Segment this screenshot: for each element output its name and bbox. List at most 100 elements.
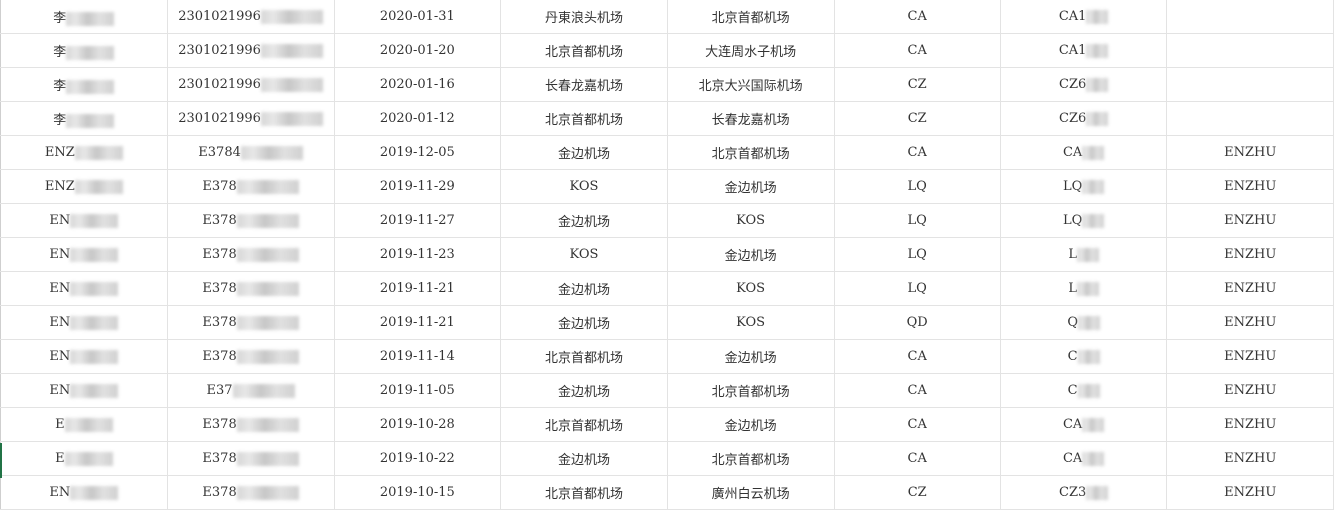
passenger-tag-cell[interactable]: ENZHU: [1166, 135, 1334, 170]
name-cell[interactable]: EN: [0, 475, 168, 510]
airline-cell[interactable]: LQ: [833, 169, 1001, 204]
departure-cell[interactable]: 金边机场: [500, 441, 668, 476]
name-cell[interactable]: E: [0, 407, 168, 442]
date-cell[interactable]: 2020-01-12: [333, 101, 502, 136]
flight-number-cell[interactable]: CZ6: [999, 101, 1168, 136]
airline-cell[interactable]: CZ: [833, 67, 1001, 102]
departure-cell[interactable]: 金边机场: [500, 305, 668, 340]
date-cell[interactable]: 2019-11-29: [333, 169, 502, 204]
passenger-tag-cell[interactable]: ENZHU: [1166, 441, 1334, 476]
passenger-tag-cell[interactable]: [1166, 33, 1334, 68]
flight-number-cell[interactable]: CA: [999, 407, 1168, 442]
name-cell[interactable]: 李: [0, 67, 168, 102]
arrival-cell[interactable]: 金边机场: [666, 237, 835, 272]
arrival-cell[interactable]: 廣州白云机场: [666, 475, 835, 510]
departure-cell[interactable]: 北京首都机场: [500, 339, 668, 374]
airline-cell[interactable]: CA: [833, 135, 1001, 170]
arrival-cell[interactable]: KOS: [666, 271, 835, 306]
flight-number-cell[interactable]: Q: [999, 305, 1168, 340]
arrival-cell[interactable]: KOS: [666, 203, 835, 238]
departure-cell[interactable]: 北京首都机场: [500, 33, 668, 68]
date-cell[interactable]: 2019-11-21: [333, 271, 502, 306]
arrival-cell[interactable]: 长春龙嘉机场: [666, 101, 835, 136]
departure-cell[interactable]: 金边机场: [500, 135, 668, 170]
airline-cell[interactable]: LQ: [833, 237, 1001, 272]
date-cell[interactable]: 2019-11-23: [333, 237, 502, 272]
name-cell[interactable]: ENZ: [0, 135, 168, 170]
departure-cell[interactable]: 北京首都机场: [500, 475, 668, 510]
flight-number-cell[interactable]: C: [999, 339, 1168, 374]
flight-number-cell[interactable]: CA1: [999, 33, 1168, 68]
id-number-cell[interactable]: E378: [166, 203, 335, 238]
passenger-tag-cell[interactable]: ENZHU: [1166, 373, 1334, 408]
name-cell[interactable]: ENZ: [0, 169, 168, 204]
name-cell[interactable]: 李: [0, 101, 168, 136]
id-number-cell[interactable]: E3784: [166, 135, 335, 170]
name-cell[interactable]: EN: [0, 203, 168, 238]
airline-cell[interactable]: LQ: [833, 271, 1001, 306]
flight-number-cell[interactable]: CZ3: [999, 475, 1168, 510]
arrival-cell[interactable]: 北京首都机场: [666, 135, 835, 170]
arrival-cell[interactable]: 金边机场: [666, 407, 835, 442]
departure-cell[interactable]: KOS: [500, 237, 668, 272]
passenger-tag-cell[interactable]: ENZHU: [1166, 407, 1334, 442]
name-cell[interactable]: EN: [0, 237, 168, 272]
flight-number-cell[interactable]: LQ: [999, 169, 1168, 204]
date-cell[interactable]: 2019-11-05: [333, 373, 502, 408]
departure-cell[interactable]: KOS: [500, 169, 668, 204]
date-cell[interactable]: 2019-11-14: [333, 339, 502, 374]
passenger-tag-cell[interactable]: ENZHU: [1166, 475, 1334, 510]
id-number-cell[interactable]: E37: [166, 373, 335, 408]
id-number-cell[interactable]: E378: [166, 237, 335, 272]
arrival-cell[interactable]: 大连周水子机场: [666, 33, 835, 68]
airline-cell[interactable]: CZ: [833, 101, 1001, 136]
date-cell[interactable]: 2019-10-22: [333, 441, 502, 476]
departure-cell[interactable]: 北京首都机场: [500, 407, 668, 442]
date-cell[interactable]: 2019-12-05: [333, 135, 502, 170]
departure-cell[interactable]: 金边机场: [500, 271, 668, 306]
id-number-cell[interactable]: E378: [166, 407, 335, 442]
departure-cell[interactable]: 金边机场: [500, 203, 668, 238]
arrival-cell[interactable]: 北京首都机场: [666, 0, 835, 34]
name-cell[interactable]: EN: [0, 305, 168, 340]
arrival-cell[interactable]: 金边机场: [666, 169, 835, 204]
airline-cell[interactable]: CA: [833, 373, 1001, 408]
airline-cell[interactable]: CA: [833, 441, 1001, 476]
id-number-cell[interactable]: E378: [166, 169, 335, 204]
flight-number-cell[interactable]: CA1: [999, 0, 1168, 34]
date-cell[interactable]: 2020-01-31: [333, 0, 502, 34]
date-cell[interactable]: 2020-01-16: [333, 67, 502, 102]
id-number-cell[interactable]: E378: [166, 271, 335, 306]
id-number-cell[interactable]: 2301021996: [166, 67, 335, 102]
id-number-cell[interactable]: 2301021996: [166, 0, 335, 34]
passenger-tag-cell[interactable]: ENZHU: [1166, 305, 1334, 340]
id-number-cell[interactable]: E378: [166, 441, 335, 476]
flight-number-cell[interactable]: L: [999, 271, 1168, 306]
flight-number-cell[interactable]: CZ6: [999, 67, 1168, 102]
arrival-cell[interactable]: 北京大兴国际机场: [666, 67, 835, 102]
arrival-cell[interactable]: 北京首都机场: [666, 441, 835, 476]
date-cell[interactable]: 2020-01-20: [333, 33, 502, 68]
passenger-tag-cell[interactable]: ENZHU: [1166, 271, 1334, 306]
departure-cell[interactable]: 丹東浪头机场: [500, 0, 668, 34]
id-number-cell[interactable]: E378: [166, 339, 335, 374]
passenger-tag-cell[interactable]: [1166, 67, 1334, 102]
airline-cell[interactable]: LQ: [833, 203, 1001, 238]
name-cell[interactable]: E: [0, 441, 168, 476]
flight-number-cell[interactable]: L: [999, 237, 1168, 272]
flight-number-cell[interactable]: CA: [999, 441, 1168, 476]
id-number-cell[interactable]: 2301021996: [166, 33, 335, 68]
arrival-cell[interactable]: KOS: [666, 305, 835, 340]
passenger-tag-cell[interactable]: [1166, 101, 1334, 136]
passenger-tag-cell[interactable]: ENZHU: [1166, 339, 1334, 374]
airline-cell[interactable]: CA: [833, 407, 1001, 442]
name-cell[interactable]: 李: [0, 0, 168, 34]
departure-cell[interactable]: 长春龙嘉机场: [500, 67, 668, 102]
date-cell[interactable]: 2019-11-27: [333, 203, 502, 238]
name-cell[interactable]: EN: [0, 373, 168, 408]
flight-number-cell[interactable]: CA: [999, 135, 1168, 170]
id-number-cell[interactable]: 2301021996: [166, 101, 335, 136]
arrival-cell[interactable]: 金边机场: [666, 339, 835, 374]
airline-cell[interactable]: CZ: [833, 475, 1001, 510]
passenger-tag-cell[interactable]: [1166, 0, 1334, 34]
